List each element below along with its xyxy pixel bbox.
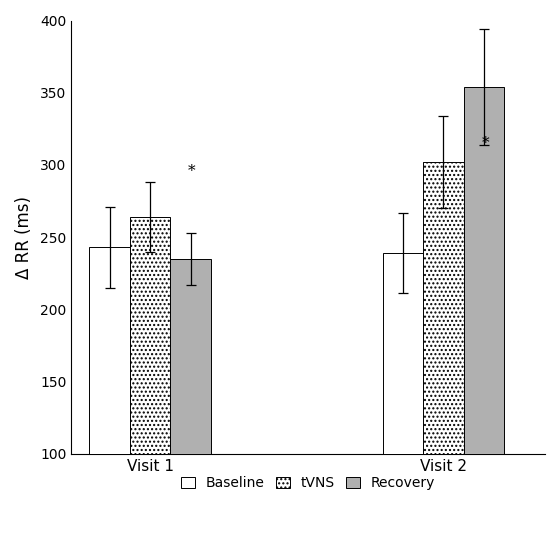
Bar xyxy=(89,247,130,454)
Text: *: * xyxy=(482,137,489,151)
Text: *: * xyxy=(188,164,195,178)
Bar xyxy=(130,217,170,454)
Bar xyxy=(423,162,464,454)
Bar xyxy=(170,259,211,454)
Bar xyxy=(382,253,423,454)
Y-axis label: Δ RR (ms): Δ RR (ms) xyxy=(15,195,33,279)
Legend: Baseline, tVNS, Recovery: Baseline, tVNS, Recovery xyxy=(176,472,440,495)
Bar xyxy=(464,87,505,454)
